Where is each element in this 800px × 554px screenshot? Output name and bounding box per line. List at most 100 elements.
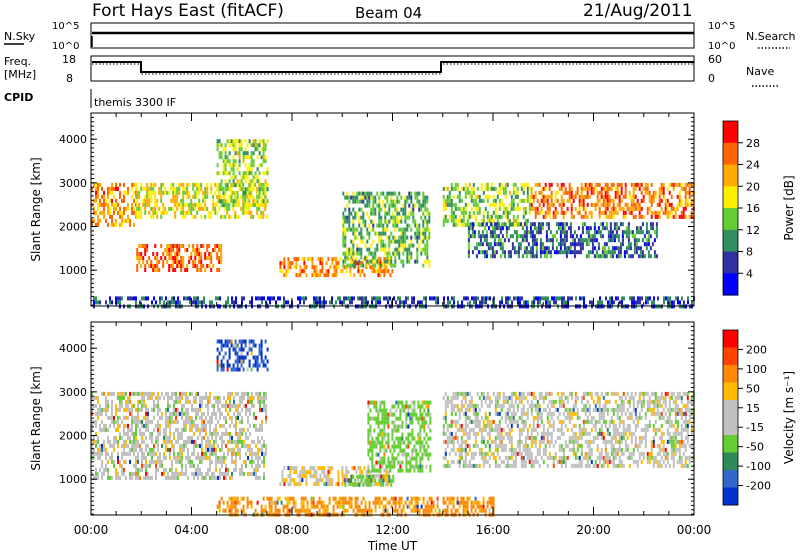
data-cell	[279, 261, 282, 266]
data-cell	[201, 435, 203, 440]
data-cell	[541, 296, 543, 301]
data-cell	[207, 443, 209, 448]
data-cell	[486, 214, 489, 219]
data-cell	[193, 399, 195, 404]
data-cell	[177, 419, 179, 424]
data-cell	[525, 230, 528, 235]
data-cell	[117, 419, 119, 424]
data-cell	[468, 190, 471, 195]
data-cell	[174, 256, 177, 260]
data-cell	[301, 296, 303, 301]
data-cell	[670, 202, 673, 207]
data-cell	[379, 432, 382, 437]
data-cell	[107, 451, 109, 456]
data-cell	[397, 440, 400, 445]
data-cell	[384, 215, 387, 220]
data-cell	[646, 190, 649, 195]
data-cell	[620, 198, 623, 203]
data-cell	[208, 252, 211, 256]
data-cell	[646, 182, 649, 187]
data-cell	[687, 296, 689, 301]
data-cell	[481, 250, 484, 255]
data-cell	[374, 207, 377, 212]
data-cell	[123, 190, 125, 195]
data-cell	[221, 443, 223, 448]
data-cell	[97, 222, 99, 227]
data-cell	[103, 194, 105, 199]
data-cell	[533, 300, 535, 305]
data-cell	[639, 300, 641, 305]
data-cell	[497, 242, 500, 247]
data-cell	[139, 427, 141, 432]
data-cell	[226, 183, 229, 188]
data-cell	[136, 248, 139, 252]
data-cell	[637, 254, 640, 259]
data-cell	[140, 206, 143, 211]
data-cell	[486, 194, 489, 199]
data-cell	[141, 439, 143, 444]
data-cell	[357, 296, 359, 301]
data-cell	[359, 296, 361, 301]
data-cell	[650, 198, 653, 203]
data-cell	[317, 478, 320, 483]
data-cell	[233, 467, 235, 472]
data-cell	[422, 195, 425, 200]
data-cell	[527, 300, 529, 305]
data-cell	[396, 247, 399, 252]
data-cell	[573, 254, 576, 259]
data-cell	[380, 191, 383, 196]
data-cell	[401, 424, 404, 429]
data-cell	[571, 250, 574, 255]
data-cell	[262, 363, 265, 368]
data-cell	[133, 198, 135, 203]
data-cell	[175, 415, 177, 420]
data-cell	[581, 230, 584, 235]
data-cell	[289, 482, 292, 487]
data-cell	[606, 186, 609, 191]
data-cell	[251, 439, 253, 444]
data-cell	[385, 416, 388, 421]
data-cell	[350, 259, 353, 264]
data-cell	[363, 296, 365, 301]
data-cell	[658, 190, 661, 195]
data-cell	[396, 219, 399, 224]
data-cell	[452, 186, 455, 191]
data-cell	[608, 198, 611, 203]
data-cell	[539, 242, 542, 247]
data-cell	[485, 234, 488, 239]
data-cell	[379, 400, 382, 405]
data-cell	[444, 186, 447, 191]
data-cell	[176, 194, 179, 199]
data-cell	[587, 230, 590, 235]
data-cell	[238, 183, 241, 188]
data-cell	[641, 296, 643, 301]
data-cell	[677, 300, 679, 305]
data-cell	[579, 242, 582, 247]
data-cell	[393, 424, 396, 429]
data-cell	[446, 218, 449, 223]
data-cell	[177, 300, 179, 305]
data-cell	[313, 273, 316, 278]
data-cell	[378, 199, 381, 204]
data-cell	[452, 218, 455, 223]
data-cell	[520, 186, 523, 191]
data-cell	[379, 428, 382, 433]
data-cell	[687, 300, 689, 305]
data-cell	[368, 235, 371, 240]
data-cell	[509, 254, 512, 259]
data-cell	[377, 265, 380, 270]
data-cell	[516, 186, 519, 191]
data-cell	[348, 247, 351, 252]
data-cell	[367, 416, 370, 421]
data-cell	[546, 206, 549, 211]
data-cell	[408, 215, 411, 220]
data-cell	[145, 403, 147, 408]
data-cell	[360, 191, 363, 196]
data-cell	[582, 206, 585, 211]
data-cell	[343, 265, 346, 270]
data-cell	[346, 227, 349, 232]
data-cell	[297, 296, 299, 301]
data-cell	[249, 399, 251, 404]
data-cell	[224, 159, 227, 164]
data-cell	[426, 255, 429, 260]
